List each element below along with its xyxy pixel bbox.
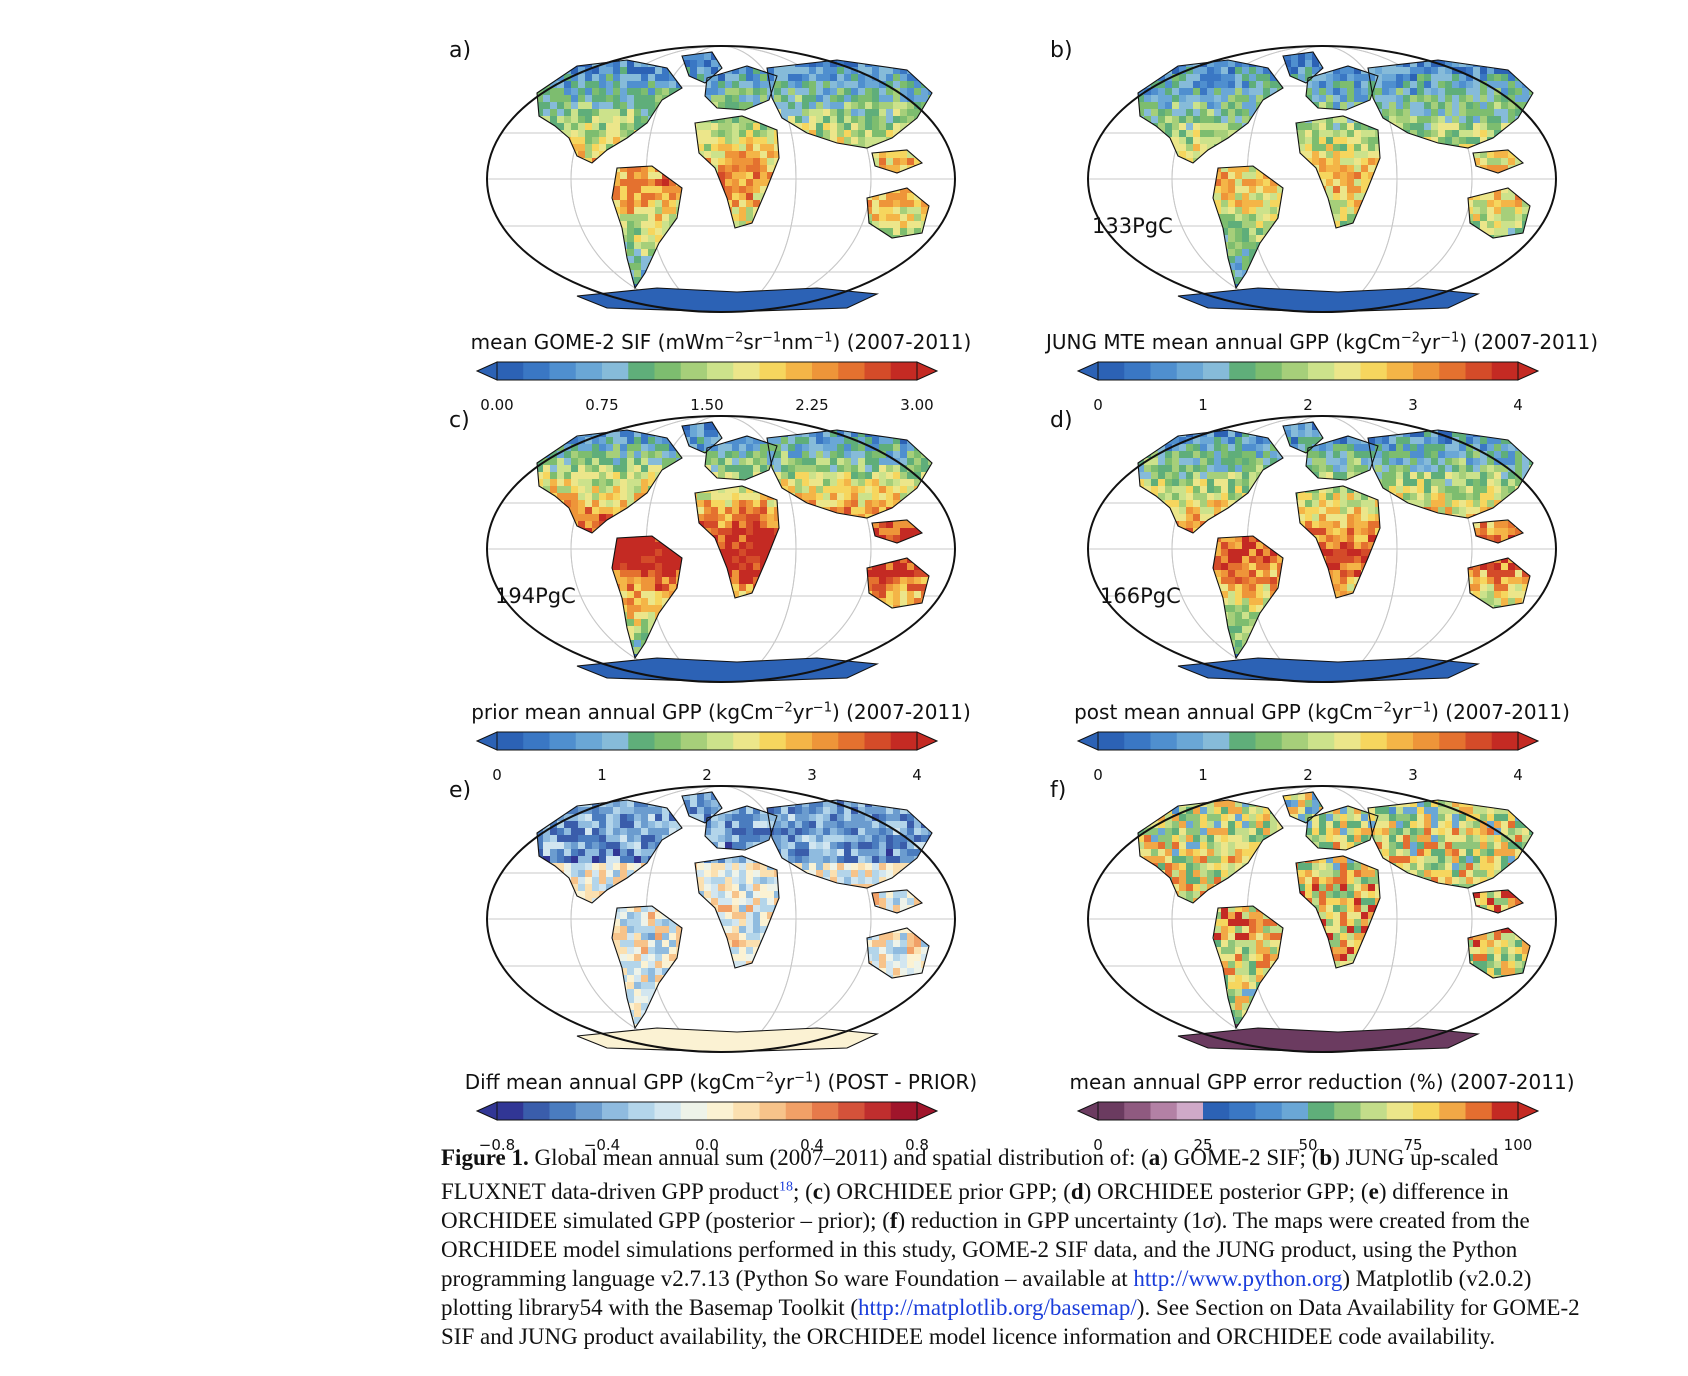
colorbar-tick-label: −0.4 [583,1136,621,1154]
colorbar-tick-label: 50 [1298,1136,1318,1154]
colorbar-tick-label: 3 [1408,766,1418,784]
coastlines [1137,51,1534,313]
colorbar [1076,731,1540,751]
colorbar-tick-label: 1 [597,766,607,784]
colorbar-title: mean annual GPP error reduction (%) (200… [1069,1070,1575,1094]
colorbar-tick-label: 0 [1093,396,1103,414]
colorbar-title: mean GOME-2 SIF (mWm−2sr−1nm−1) (2007-20… [470,330,972,354]
colorbar [475,731,939,751]
coastlines [1137,791,1534,1053]
coastlines [1137,421,1534,683]
colorbar-tick-label: 3 [1408,396,1418,414]
graticule [1088,46,1556,312]
colorbar-tick-label: 4 [1513,396,1523,414]
map-outline [1087,45,1557,313]
colorbar-tick-label: 75 [1403,1136,1423,1154]
map-outline [1087,785,1557,1053]
colorbar-tick-label: 2 [1303,766,1313,784]
colorbar-segments [1076,361,1540,381]
map-outline [486,415,956,683]
world-map [486,45,956,313]
colorbar-tick-label: 25 [1193,1136,1213,1154]
colorbar-tick-label: 0 [1093,1136,1103,1154]
panel-letter: a) [449,38,472,63]
panel-letter: c) [449,408,470,433]
figure-label: Figure 1. [441,1145,529,1170]
colorbar-segments [475,731,939,751]
colorbar-segments [475,1101,939,1121]
colorbar-tick-label: 1 [1198,396,1208,414]
colorbar-title: prior mean annual GPP (kgCm−2yr−1) (2007… [471,700,971,724]
map-outline [486,45,956,313]
panel-d: d) 166PgC post mean annual GPP (kgCm−2yr… [1042,408,1602,784]
panel-f: f) mean annual GPP error reduction (%) (… [1042,778,1602,1154]
world-map [1087,415,1557,683]
panel-e: e) Diff mean annual GPP (kgCm−2yr−1) (PO… [441,778,1001,1154]
panel-letter: e) [449,778,472,803]
colorbar-tick-label: 0.8 [905,1136,929,1154]
caption-text: Global mean annual sum (2007–2011) and s… [441,1145,1580,1349]
coastlines [536,421,933,683]
world-map [1087,45,1557,313]
colorbar-tick-label: 0.4 [800,1136,824,1154]
colorbar-tick-label: 3.00 [900,396,934,414]
colorbar-title: JUNG MTE mean annual GPP (kgCm−2yr−1) (2… [1045,330,1599,354]
colorbar-tick-label: 2.25 [795,396,829,414]
colorbar-tick-label: 0.0 [695,1136,719,1154]
global-total-label: 194PgC [495,584,576,608]
colorbar [475,361,939,381]
panel-b: b) 133PgC JUNG MTE mean annual GPP (kgCm… [1042,38,1602,414]
panel-a: a) mean GOME-2 SIF (mWm−2sr−1nm−1) (2007… [441,38,1001,414]
colorbar-tick-label: 4 [1513,766,1523,784]
colorbar-title: Diff mean annual GPP (kgCm−2yr−1) (POST … [464,1070,978,1094]
colorbar-segments [1076,731,1540,751]
colorbar-tick-label: −0.8 [478,1136,516,1154]
panel-letter: f) [1050,778,1067,803]
world-map [486,785,956,1053]
colorbar-tick-label: 0.00 [480,396,514,414]
colorbar-tick-label: 0.75 [585,396,619,414]
panel-c: c) 194PgC prior mean annual GPP (kgCm−2y… [441,408,1001,784]
world-map [486,415,956,683]
colorbar-tick-label: 0 [492,766,502,784]
colorbar-tick-label: 2 [702,766,712,784]
coastlines [536,51,933,313]
land-pixels [537,52,932,312]
panel-letter: b) [1050,38,1073,63]
colorbar-tick-label: 100 [1503,1136,1533,1154]
colorbar-title: post mean annual GPP (kgCm−2yr−1) (2007-… [1074,700,1570,724]
colorbar-tick-label: 0 [1093,766,1103,784]
map-outline [486,785,956,1053]
colorbar-tick-label: 3 [807,766,817,784]
colorbar-segments [1076,1101,1540,1121]
colorbar [1076,361,1540,381]
panel-letter: d) [1050,408,1073,433]
global-total-label: 166PgC [1100,584,1181,608]
colorbar-tick-label: 1.50 [690,396,724,414]
colorbar-segments [475,361,939,381]
figure-caption: Figure 1. Global mean annual sum (2007–2… [441,1143,1591,1351]
global-total-label: 133PgC [1092,214,1173,238]
colorbar-tick-label: 1 [1198,766,1208,784]
world-map [1087,785,1557,1053]
coastlines [536,791,933,1053]
colorbar-tick-label: 2 [1303,396,1313,414]
colorbar-tick-label: 4 [912,766,922,784]
map-outline [1087,415,1557,683]
colorbar [1076,1101,1540,1121]
colorbar [475,1101,939,1121]
